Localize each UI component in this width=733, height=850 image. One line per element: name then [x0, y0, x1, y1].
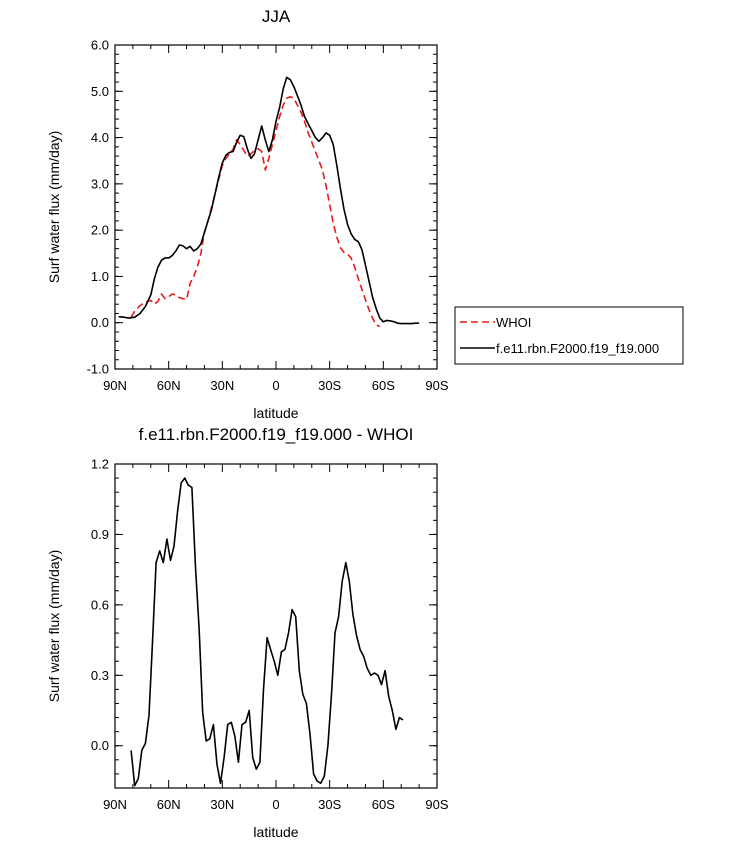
x-tick-label: 0 [272, 378, 279, 393]
legend-label-whoi: WHOI [496, 315, 531, 330]
y-tick-label: 0.9 [91, 527, 109, 542]
y-tick-label: 2.0 [91, 223, 109, 238]
x-tick-label: 90S [425, 797, 448, 812]
bottom-x-axis-label: latitude [253, 824, 298, 840]
x-tick-label: 60S [372, 797, 395, 812]
legend: WHOI f.e11.rbn.F2000.f19_f19.000 [454, 306, 684, 365]
y-tick-label: 1.0 [91, 269, 109, 284]
y-tick-label: 0.6 [91, 597, 109, 612]
top-y-axis-label: Surf water flux (mm/day) [46, 131, 62, 283]
y-tick-label: 0.0 [91, 315, 109, 330]
legend-label-model: f.e11.rbn.F2000.f19_f19.000 [496, 341, 659, 356]
x-tick-label: 60N [157, 797, 181, 812]
bottom-panel: f.e11.rbn.F2000.f19_f19.000 - WHOI 90N 60… [46, 425, 449, 840]
bottom-y-axis-label: Surf water flux (mm/day) [46, 550, 62, 702]
y-tick-label: 1.2 [91, 457, 109, 472]
x-tick-label: 30N [210, 797, 234, 812]
x-tick-label: 30S [318, 378, 341, 393]
y-tick-label: 5.0 [91, 84, 109, 99]
x-tick-label: 90S [425, 378, 448, 393]
y-tick-label: 4.0 [91, 130, 109, 145]
legend-box [454, 306, 684, 365]
y-tick-label: 0.3 [91, 668, 109, 683]
x-tick-label: 90N [103, 378, 127, 393]
x-tick-label: 30N [210, 378, 234, 393]
series-line-0 [130, 477, 404, 787]
series-line-1 [118, 76, 420, 325]
x-tick-label: 60S [372, 378, 395, 393]
x-tick-label: 0 [272, 797, 279, 812]
x-tick-label: 30S [318, 797, 341, 812]
series-line-0 [130, 96, 381, 328]
bottom-chart-title: f.e11.rbn.F2000.f19_f19.000 - WHOI [139, 425, 414, 444]
top-x-axis-label: latitude [253, 405, 298, 421]
y-tick-label: -1.0 [87, 362, 109, 377]
bottom-plot-frame [114, 463, 438, 789]
x-tick-label: 60N [157, 378, 181, 393]
y-tick-label: 6.0 [91, 38, 109, 53]
x-tick-label: 90N [103, 797, 127, 812]
y-tick-label: 3.0 [91, 176, 109, 191]
top-panel: JJA 90N 60N 30N 0 30S 60S 90S -1.0 0.0 1.0 2.0 3.0 4… [46, 7, 449, 421]
y-tick-label: 0.0 [91, 738, 109, 753]
top-chart-title: JJA [262, 7, 291, 26]
